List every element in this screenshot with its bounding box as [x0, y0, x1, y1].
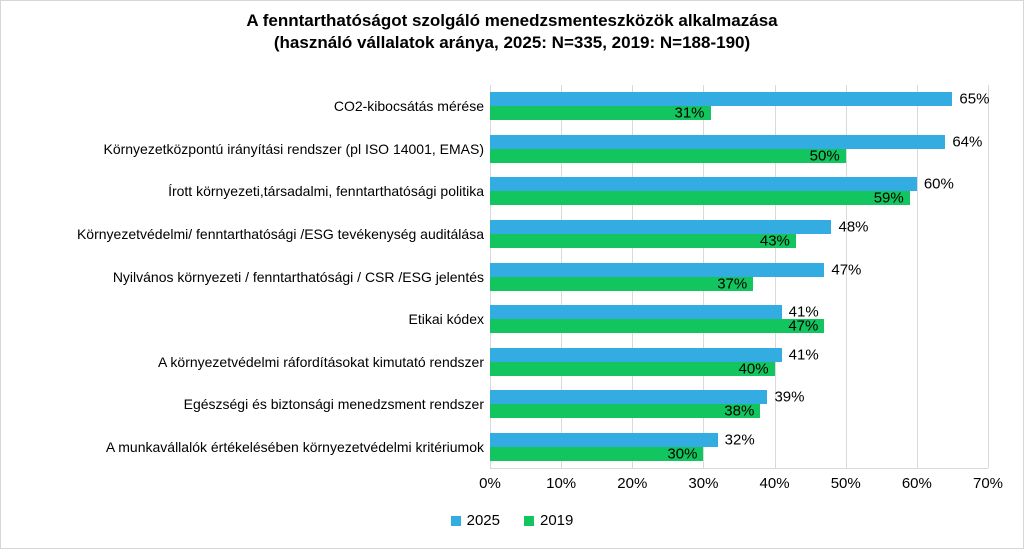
value-label-2019: 47%	[788, 317, 819, 335]
category-label: Nyilvános környezeti / fenntarthatósági …	[112, 268, 484, 285]
category-label: Írott környezeti,társadalmi, fenntarthat…	[168, 183, 484, 200]
value-label-2025: 48%	[838, 218, 869, 236]
bar-2025: 41%	[490, 305, 819, 320]
value-label-2019: 50%	[809, 147, 840, 165]
legend-item-2019: 2019	[524, 512, 573, 529]
bar-2025: 47%	[490, 262, 861, 277]
bar-row: 41% 47%	[490, 298, 988, 341]
value-label-2025: 60%	[923, 175, 954, 193]
x-tick-label: 40%	[759, 475, 790, 492]
x-tick-label: 10%	[546, 475, 577, 492]
bar-row: 39% 38%	[490, 383, 988, 426]
category-label: A munkavállalók értékelésében környezetv…	[105, 438, 484, 455]
gridline	[988, 85, 989, 468]
bar-2025: 60%	[490, 177, 954, 192]
bar-row: 65% 31%	[490, 85, 989, 128]
bar-2019: 37%	[490, 275, 754, 293]
category-labels: CO2-kibocsátás mérése Környezetközpontú i…	[1, 85, 484, 468]
bar-2019: 43%	[490, 232, 796, 250]
value-label-2019: 37%	[717, 275, 748, 293]
plot-area: 65% 31% 64% 50% 60% 59% 48% 43% 47% 37% 41% 47% 41% 4…	[490, 85, 989, 469]
bar-row: 32% 30%	[490, 426, 988, 469]
bar-2019: 31%	[490, 104, 711, 122]
legend: 2025 2019	[1, 512, 1023, 529]
bars-layer: 65% 31% 64% 50% 60% 59% 48% 43% 47% 37% 41% 47% 41% 4…	[490, 85, 989, 469]
chart-title: A fenntarthatóságot szolgáló menedzsment…	[1, 10, 1023, 54]
x-tick-label: 70%	[972, 475, 1004, 492]
category-label: Etikai kódex	[408, 311, 484, 328]
x-tick-label: 30%	[688, 475, 719, 492]
value-label-2019: 59%	[873, 189, 904, 207]
bar-row: 64% 50%	[490, 128, 988, 171]
bar-2019: 47%	[490, 317, 825, 335]
bar-2025: 65%	[490, 92, 989, 107]
bar-2025: 41%	[490, 347, 819, 362]
legend-item-2025: 2025	[450, 512, 500, 529]
value-label-2019: 30%	[667, 445, 698, 463]
bar-2025: 32%	[490, 432, 755, 447]
chart-title-line1: A fenntarthatóságot szolgáló menedzsment…	[246, 11, 778, 30]
value-label-2025: 47%	[831, 261, 862, 279]
bar-row: 60% 59%	[490, 170, 988, 213]
chart-title-line2: (használó vállalatok aránya, 2025: N=335…	[273, 33, 751, 52]
bar-2019: 50%	[490, 147, 846, 165]
bar-2025: 64%	[490, 134, 982, 149]
bar-row: 41% 40%	[490, 340, 988, 383]
bar-2019: 38%	[490, 402, 761, 420]
bar-row: 47% 37%	[490, 255, 988, 298]
bar-row: 48% 43%	[490, 213, 988, 256]
value-label-2019: 38%	[724, 402, 755, 420]
bar-2019: 40%	[490, 360, 775, 378]
value-label-2019: 31%	[674, 104, 705, 122]
category-label: A környezetvédelmi ráfordításokat kimuta…	[157, 353, 484, 370]
value-label-2025: 64%	[952, 133, 983, 151]
value-label-2025: 41%	[788, 346, 819, 364]
legend-label-2019: 2019	[540, 512, 574, 529]
gridline	[916, 85, 918, 468]
x-tick-label: 20%	[617, 475, 648, 492]
bar-2025: 39%	[490, 390, 804, 405]
x-tick-label: 0%	[479, 475, 501, 492]
category-label: Környezetvédelmi/ fenntarthatósági /ESG …	[76, 225, 484, 242]
category-label: Egészségi és biztonsági menedzsment rend…	[183, 396, 484, 413]
x-tick-label: 50%	[830, 475, 861, 492]
gridline	[845, 85, 847, 468]
category-label: CO2-kibocsátás mérése	[333, 98, 484, 115]
value-label-2019: 43%	[759, 232, 790, 250]
value-label-2025: 65%	[959, 90, 990, 108]
bar-2019: 59%	[490, 189, 910, 207]
bar-2025: 48%	[490, 219, 869, 234]
legend-label-2025: 2025	[466, 512, 500, 529]
bar-2019: 30%	[490, 445, 704, 463]
legend-swatch-2019	[524, 515, 534, 526]
category-label: Környezetközpontú irányítási rendszer (p…	[103, 140, 484, 157]
value-label-2025: 39%	[774, 388, 805, 406]
x-axis: 0% 10% 20% 30% 40% 50% 60% 70%	[479, 475, 1003, 493]
value-label-2025: 32%	[724, 431, 755, 449]
value-label-2019: 40%	[738, 360, 769, 378]
value-label-2025: 41%	[788, 303, 819, 321]
legend-swatch-2025	[450, 515, 461, 526]
x-tick-label: 60%	[901, 475, 932, 492]
